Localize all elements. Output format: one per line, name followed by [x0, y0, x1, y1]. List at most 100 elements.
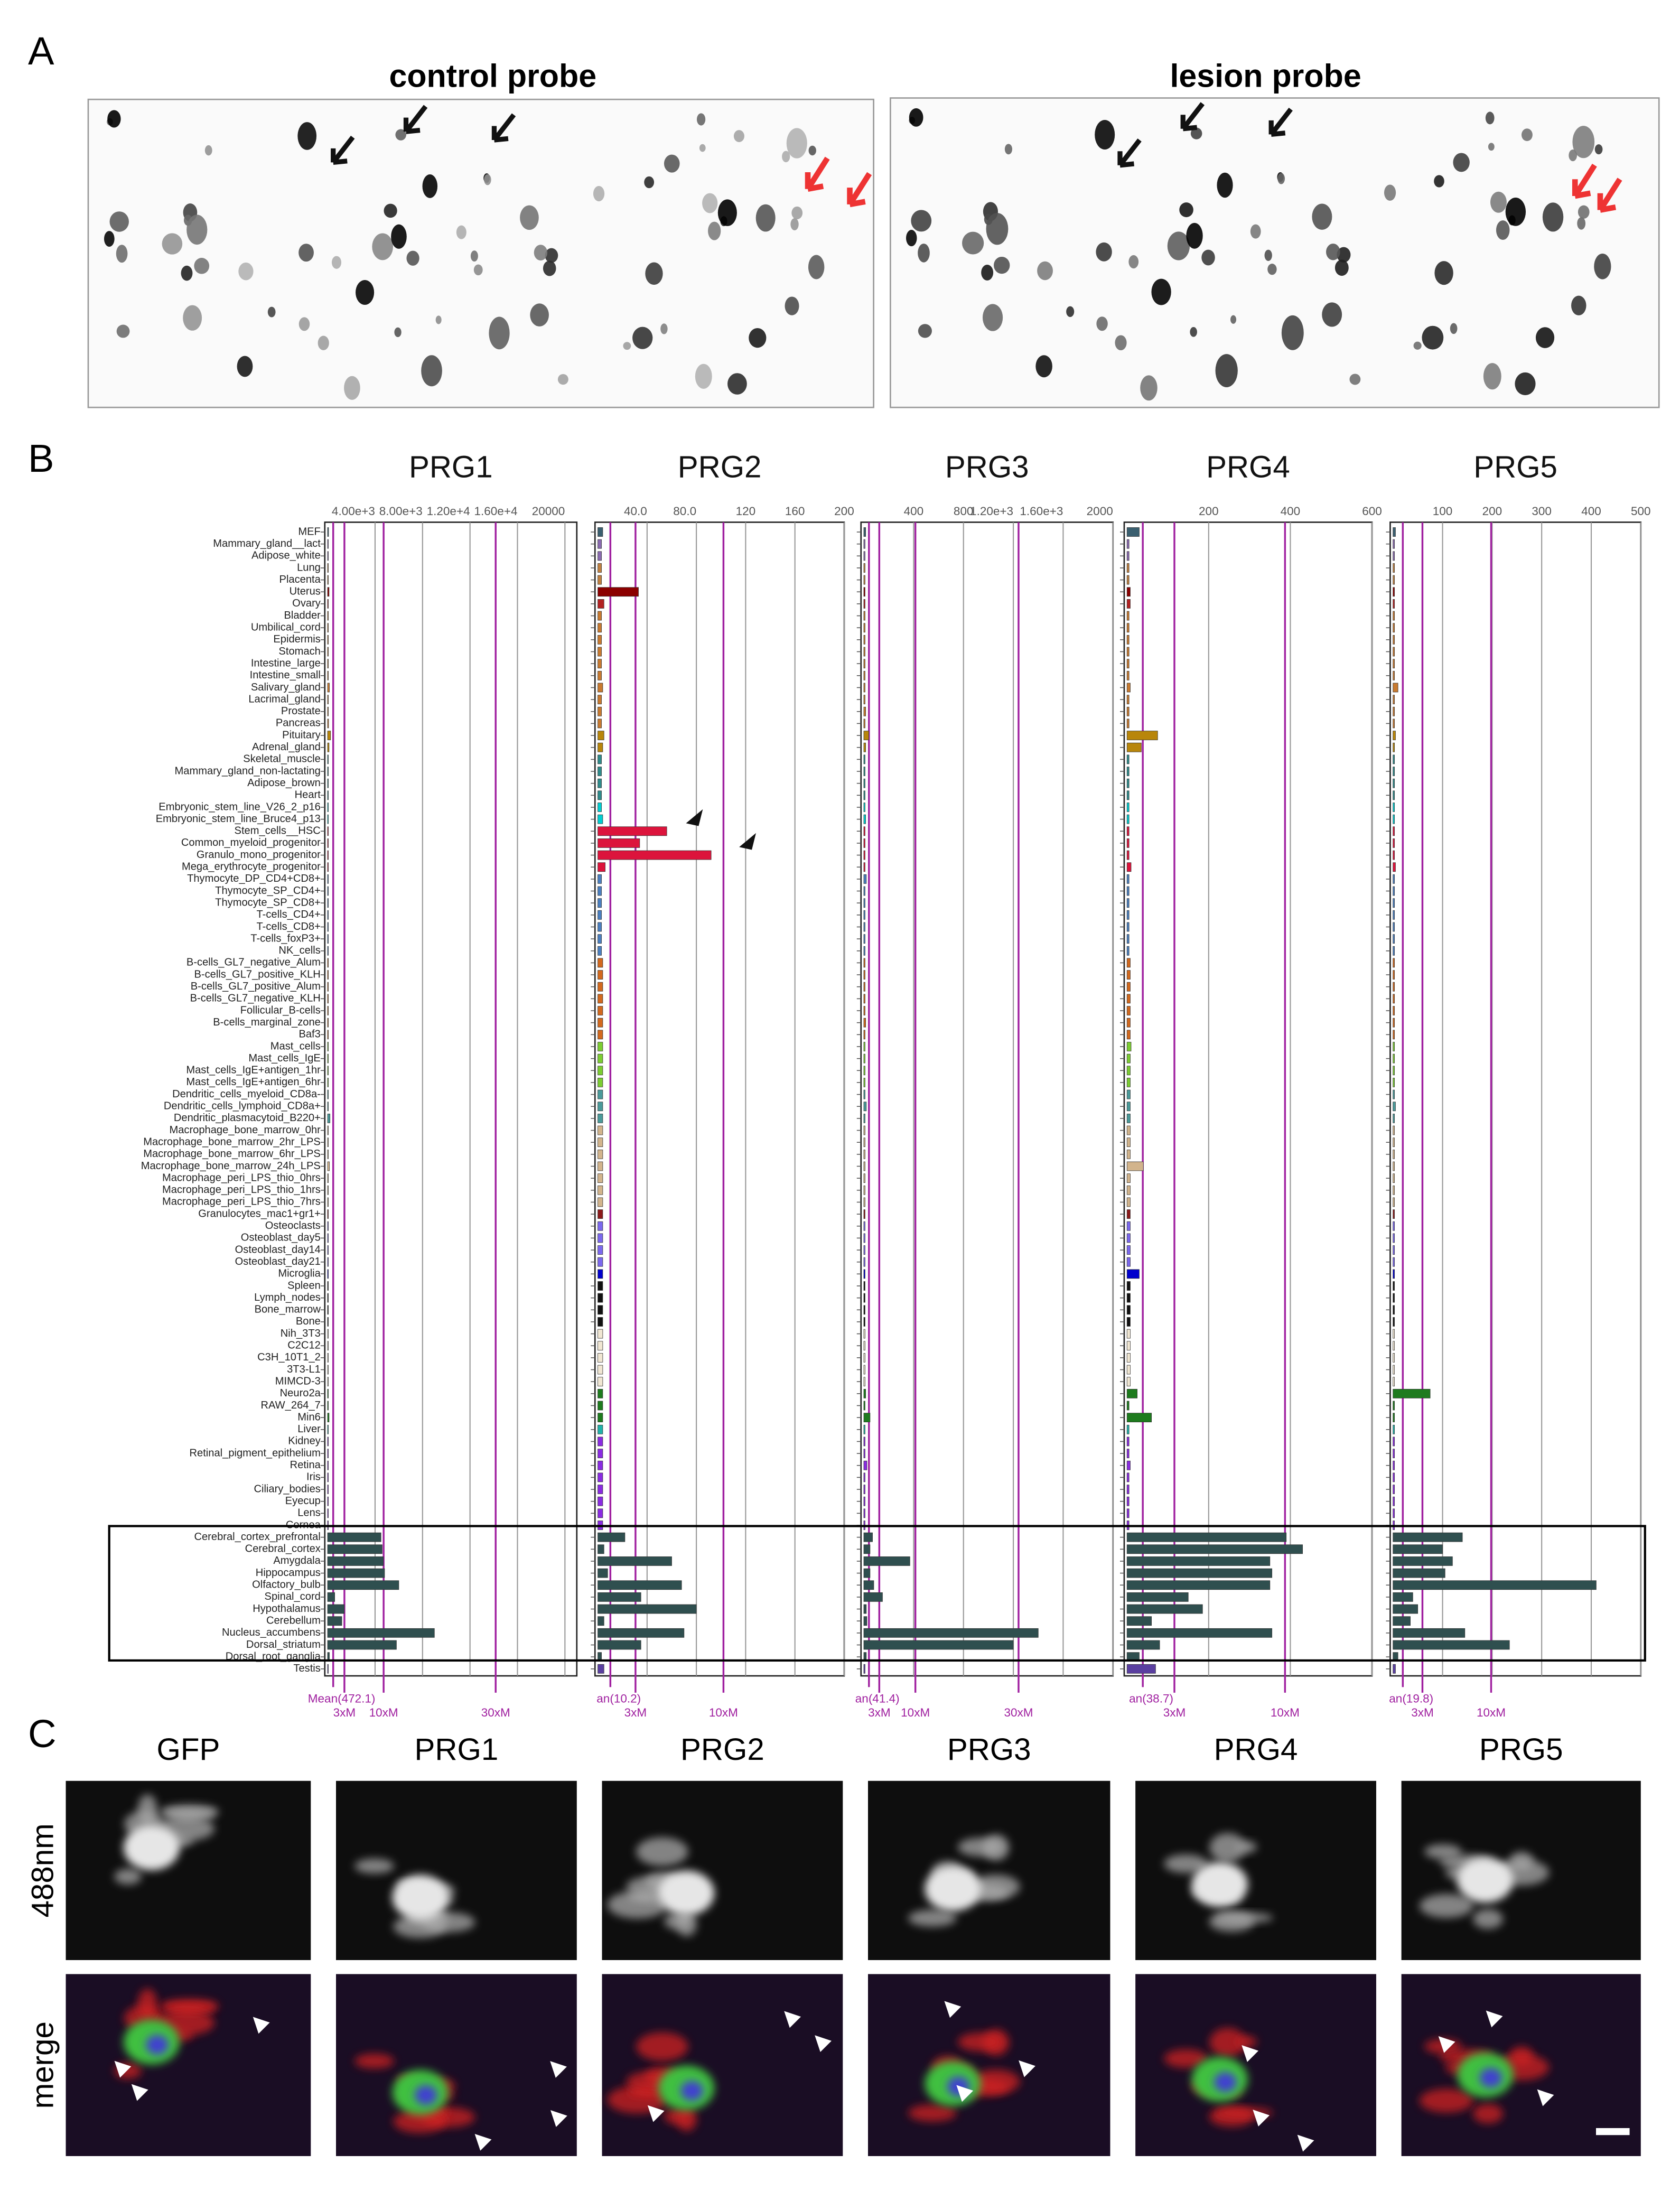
bar: [1126, 1053, 1131, 1064]
bar: [327, 742, 330, 752]
bar: [863, 910, 865, 920]
bar: [598, 719, 602, 729]
tissue-label: Cerebral_cortex_prefrontal: [194, 1531, 320, 1543]
bar: [1393, 1508, 1395, 1518]
tissue-label: B-cells_GL7_positive_KLH: [194, 968, 320, 980]
bar: [1126, 670, 1130, 680]
bar: [863, 898, 865, 908]
bar: [1126, 719, 1130, 729]
arrowhead: [784, 2011, 801, 2028]
bar: [1126, 754, 1130, 764]
cell-process: [971, 1874, 1020, 1899]
spot: [395, 129, 406, 141]
bar: [863, 575, 865, 585]
bar: [1393, 1102, 1396, 1112]
bar: [1393, 1424, 1395, 1434]
bar: [598, 994, 603, 1004]
spot: [1569, 150, 1578, 162]
bar: [1393, 1066, 1395, 1076]
bar: [1126, 1329, 1131, 1339]
arrow: [1180, 102, 1205, 132]
tissue-label: Cerebellum: [266, 1615, 321, 1627]
spot: [344, 376, 360, 400]
spot: [238, 262, 254, 281]
panel-label: A: [28, 29, 54, 73]
tissue-label: Bone: [296, 1316, 321, 1327]
spot: [593, 186, 605, 202]
bar: [1126, 1365, 1131, 1375]
bar: [598, 1185, 603, 1195]
bar: [1393, 1089, 1395, 1099]
bar: [327, 1616, 342, 1626]
bar: [1126, 1532, 1287, 1542]
bar: [1126, 814, 1130, 824]
bar: [327, 1161, 330, 1171]
spot: [1490, 191, 1507, 213]
bar: [598, 1053, 603, 1064]
bar: [598, 706, 602, 716]
bar: [1393, 1030, 1395, 1040]
bar: [1126, 958, 1131, 968]
x-tick-label: 200: [1482, 505, 1502, 518]
tissue-label: Ciliary_bodies: [254, 1483, 320, 1495]
bar: [1393, 934, 1395, 944]
bar: [1126, 1317, 1131, 1327]
spot: [1035, 355, 1052, 378]
bar: [1393, 1317, 1395, 1327]
bar: [863, 527, 866, 537]
bar: [1393, 862, 1396, 872]
bar: [1126, 1401, 1130, 1411]
bar: [1126, 587, 1131, 597]
bar: [598, 1401, 603, 1411]
bar: [863, 1066, 865, 1076]
spot: [664, 154, 680, 173]
tissue-label: Testis: [293, 1663, 320, 1674]
bar: [1393, 1377, 1395, 1387]
cell-process: [137, 1794, 157, 1825]
bar: [598, 1437, 603, 1447]
bar: [327, 1592, 335, 1602]
bar: [863, 1377, 865, 1387]
bar: [1393, 1149, 1395, 1159]
spot: [994, 256, 1010, 274]
tissue-label: Lung: [297, 562, 321, 573]
bar: [1393, 767, 1395, 776]
x-tick-label: 4.00e+3: [332, 505, 375, 518]
bar: [863, 1592, 883, 1602]
spot: [473, 264, 483, 276]
tissue-label: Umbilical_cord: [251, 622, 321, 633]
x-tick-label: 100: [1433, 505, 1453, 518]
cell-process: [1209, 2028, 1246, 2057]
bar: [598, 1413, 603, 1423]
bar: [1393, 575, 1395, 585]
cell-process: [160, 1804, 219, 1820]
column-label: PRG1: [415, 1732, 499, 1767]
bar: [1126, 898, 1130, 908]
tissue-label: Heart: [295, 789, 321, 801]
tissue-label: Lens: [297, 1507, 321, 1519]
bar: [1126, 1580, 1271, 1590]
bar: [598, 1365, 603, 1375]
tissue-label: Nih_3T3: [281, 1328, 321, 1339]
bar: [863, 1472, 865, 1482]
arrow: [1268, 107, 1293, 137]
chart-frame: [1389, 521, 1642, 1677]
bar: [1393, 1006, 1395, 1015]
bar: [1393, 1221, 1395, 1231]
bar: [863, 1365, 865, 1375]
bar: [598, 1089, 603, 1099]
bar: [598, 1173, 603, 1183]
arrowhead: [253, 2017, 270, 2034]
tissue-label: Macrophage_peri_LPS_thio_7hrs: [162, 1196, 321, 1208]
tissue-label: T-cells_CD4+: [256, 909, 320, 920]
cell-process: [958, 1838, 1003, 1857]
bar: [1126, 539, 1130, 549]
bar: [1393, 1664, 1396, 1674]
bar: [1393, 1209, 1395, 1219]
nucleus: [414, 2085, 437, 2105]
bar: [598, 1125, 603, 1135]
chart-frame: [324, 521, 578, 1677]
arrow: [491, 113, 516, 143]
bar: [1126, 1102, 1131, 1112]
bar: [863, 611, 865, 621]
